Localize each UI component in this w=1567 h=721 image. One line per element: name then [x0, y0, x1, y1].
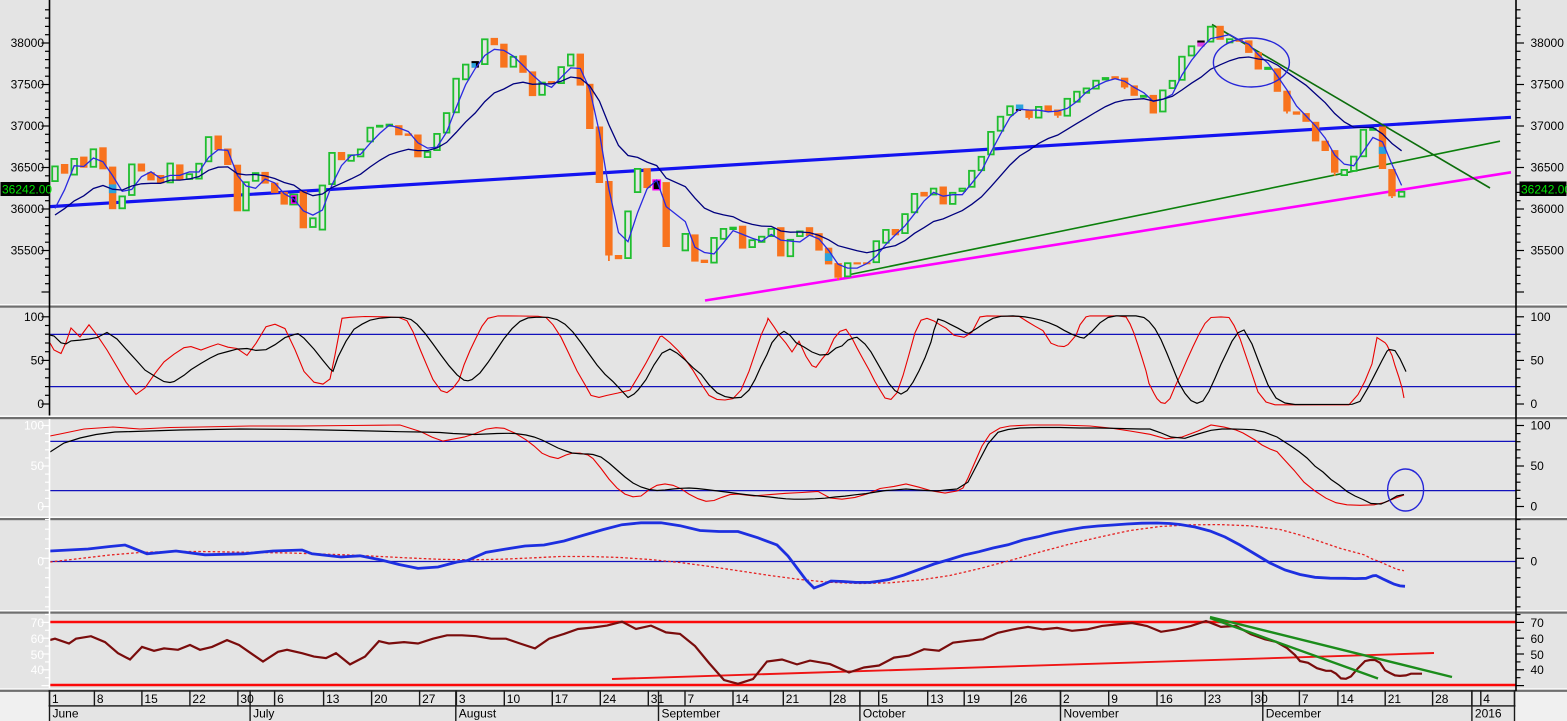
svg-text:24: 24 [603, 692, 617, 706]
svg-text:36000: 36000 [1531, 202, 1565, 216]
svg-text:9: 9 [1111, 692, 1118, 706]
svg-text:36500: 36500 [11, 161, 45, 175]
svg-text:1: 1 [52, 692, 59, 706]
svg-text:2016: 2016 [1475, 706, 1502, 720]
svg-text:3: 3 [459, 692, 466, 706]
svg-text:10: 10 [507, 692, 521, 706]
svg-text:28: 28 [833, 692, 847, 706]
svg-text:13: 13 [930, 692, 944, 706]
svg-text:14: 14 [1340, 692, 1354, 706]
svg-text:December: December [1266, 706, 1321, 720]
svg-text:14: 14 [736, 692, 750, 706]
svg-text:22: 22 [192, 692, 206, 706]
svg-text:60: 60 [1531, 632, 1545, 646]
svg-text:30: 30 [1254, 692, 1268, 706]
svg-text:50: 50 [1531, 459, 1545, 473]
svg-text:0: 0 [1531, 555, 1538, 569]
svg-text:8: 8 [97, 692, 104, 706]
svg-text:31: 31 [651, 692, 665, 706]
svg-text:0: 0 [1531, 397, 1538, 411]
svg-text:36000: 36000 [11, 202, 45, 216]
svg-text:100: 100 [1531, 419, 1551, 433]
svg-text:36242.00: 36242.00 [1521, 183, 1567, 197]
svg-text:50: 50 [1531, 354, 1545, 368]
svg-text:2: 2 [1063, 692, 1070, 706]
svg-text:21: 21 [1388, 692, 1402, 706]
svg-text:37500: 37500 [1531, 78, 1565, 92]
svg-text:37000: 37000 [1531, 119, 1565, 133]
svg-text:35500: 35500 [1531, 244, 1565, 258]
svg-text:November: November [1064, 706, 1119, 720]
svg-text:16: 16 [1160, 692, 1174, 706]
svg-text:13: 13 [326, 692, 340, 706]
svg-text:100: 100 [24, 419, 44, 433]
svg-text:17: 17 [555, 692, 569, 706]
svg-text:50: 50 [31, 459, 45, 473]
svg-text:21: 21 [786, 692, 800, 706]
svg-text:0: 0 [37, 397, 44, 411]
svg-text:50: 50 [31, 354, 45, 368]
svg-text:15: 15 [144, 692, 158, 706]
svg-text:100: 100 [24, 310, 44, 324]
svg-text:6: 6 [277, 692, 284, 706]
svg-text:27: 27 [422, 692, 436, 706]
svg-text:60: 60 [31, 632, 45, 646]
svg-text:70: 70 [31, 616, 45, 630]
svg-text:0: 0 [37, 555, 44, 569]
svg-text:30: 30 [240, 692, 254, 706]
svg-text:50: 50 [1531, 648, 1545, 662]
svg-text:August: August [459, 706, 497, 720]
svg-text:7: 7 [688, 692, 695, 706]
svg-text:40: 40 [1531, 663, 1545, 677]
svg-text:37500: 37500 [11, 78, 45, 92]
svg-text:0: 0 [1531, 500, 1538, 514]
svg-text:35500: 35500 [11, 244, 45, 258]
svg-text:38000: 38000 [1531, 36, 1565, 50]
svg-text:4: 4 [1483, 692, 1490, 706]
svg-text:36500: 36500 [1531, 161, 1565, 175]
svg-text:23: 23 [1208, 692, 1222, 706]
svg-text:July: July [253, 706, 274, 720]
svg-text:100: 100 [1531, 310, 1551, 324]
svg-text:June: June [53, 706, 79, 720]
svg-text:7: 7 [1302, 692, 1309, 706]
svg-text:40: 40 [31, 663, 45, 677]
svg-text:5: 5 [881, 692, 888, 706]
svg-text:37000: 37000 [11, 119, 45, 133]
svg-text:36242.00: 36242.00 [2, 183, 52, 197]
svg-text:70: 70 [1531, 616, 1545, 630]
svg-text:28: 28 [1435, 692, 1449, 706]
svg-text:50: 50 [31, 648, 45, 662]
svg-text:20: 20 [374, 692, 388, 706]
svg-text:September: September [662, 706, 721, 720]
svg-text:26: 26 [1014, 692, 1028, 706]
svg-text:0: 0 [37, 500, 44, 514]
svg-text:38000: 38000 [11, 36, 45, 50]
svg-text:October: October [863, 706, 906, 720]
svg-text:19: 19 [967, 692, 981, 706]
